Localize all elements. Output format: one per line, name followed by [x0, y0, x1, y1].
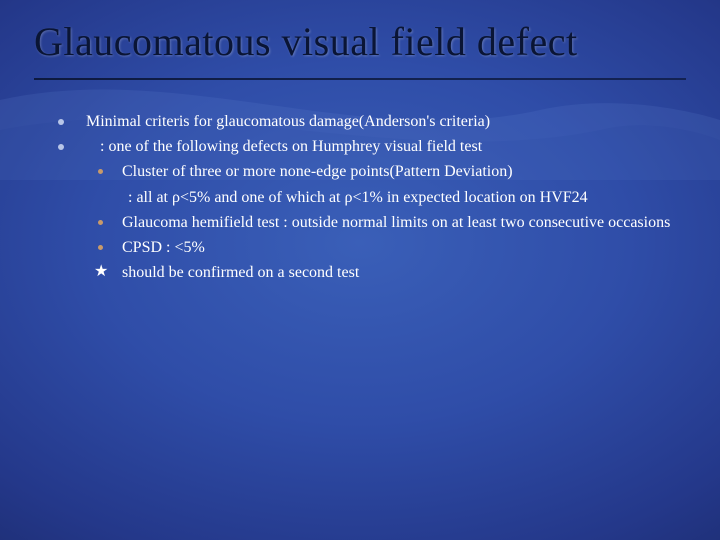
slide-body: Minimal criteris for glaucomatous damage…	[58, 110, 678, 286]
line-text: : all at ρ<5% and one of which at ρ<1% i…	[122, 186, 588, 209]
disc-bullet-icon	[58, 144, 64, 150]
sub-continuation: : all at ρ<5% and one of which at ρ<1% i…	[58, 186, 678, 209]
line-text: should be confirmed on a second test	[122, 264, 359, 281]
title-underline	[34, 78, 686, 80]
dot-bullet-icon	[98, 169, 103, 174]
disc-bullet-icon	[58, 119, 64, 125]
bullet-line: Minimal criteris for glaucomatous damage…	[58, 110, 678, 133]
bullet-line: : one of the following defects on Humphr…	[58, 135, 678, 158]
line-text: : one of the following defects on Humphr…	[86, 135, 482, 158]
line-text: Cluster of three or more none-edge point…	[122, 163, 513, 180]
line-text: Glaucoma hemifield test : outside normal…	[122, 214, 670, 231]
sub-bullet-line: Cluster of three or more none-edge point…	[58, 160, 678, 183]
star-icon: ★	[94, 260, 108, 283]
dot-bullet-icon	[98, 220, 103, 225]
dot-bullet-icon	[98, 245, 103, 250]
line-text: CPSD : <5%	[122, 239, 205, 256]
sub-bullet-line: Glaucoma hemifield test : outside normal…	[58, 211, 678, 234]
slide-title: Glaucomatous visual field defect	[34, 18, 578, 65]
star-bullet-line: ★ should be confirmed on a second test	[58, 261, 678, 284]
line-text: Minimal criteris for glaucomatous damage…	[86, 113, 490, 130]
sub-bullet-line: CPSD : <5%	[58, 236, 678, 259]
